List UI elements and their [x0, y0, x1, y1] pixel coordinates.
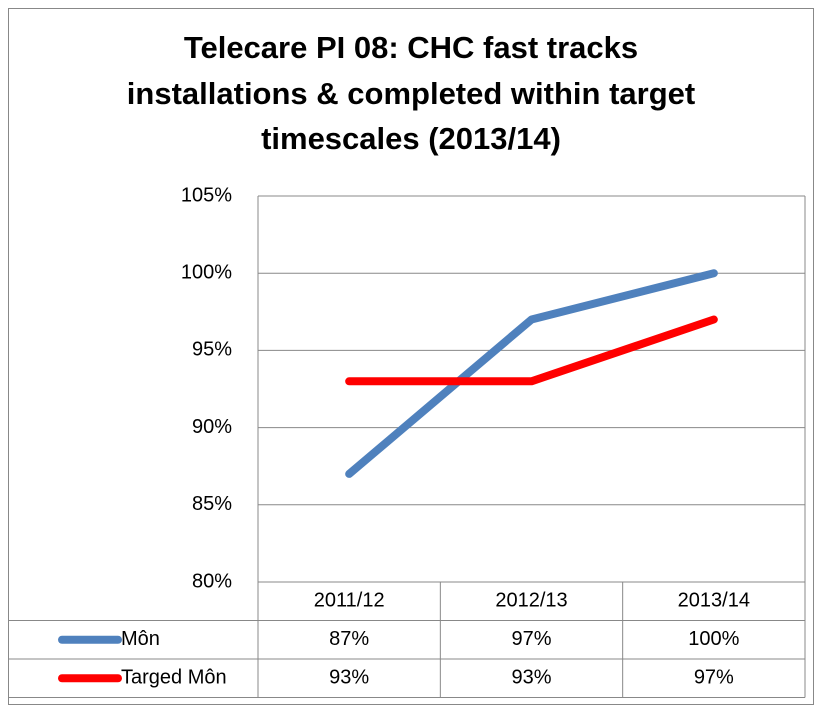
y-tick-label: 85%	[192, 493, 232, 515]
y-tick-label: 80%	[192, 570, 232, 592]
table-cell: 87%	[329, 628, 369, 650]
y-tick-label: 100%	[181, 261, 232, 283]
table-cell: 93%	[329, 667, 369, 689]
table-cell: 100%	[688, 628, 739, 650]
x-tick-label: 2013/14	[678, 590, 750, 612]
chart-title: Telecare PI 08: CHC fast tracks	[184, 30, 638, 65]
y-tick-label: 95%	[192, 339, 232, 361]
chart-title: installations & completed within target	[127, 76, 695, 111]
x-tick-label: 2012/13	[495, 590, 567, 612]
x-tick-label: 2011/12	[314, 590, 385, 612]
table-cell: 97%	[694, 667, 734, 689]
table-cell: 97%	[511, 628, 551, 650]
series-line	[345, 315, 718, 386]
legend-label: Targed Môn	[121, 667, 227, 689]
y-tick-label: 90%	[192, 416, 232, 438]
series-line	[345, 269, 718, 478]
legend-label: Môn	[121, 628, 160, 650]
chart-border	[8, 8, 814, 705]
y-tick-label: 105%	[181, 184, 232, 206]
chart-title: timescales (2013/14)	[261, 121, 561, 156]
table-cell: 93%	[511, 667, 551, 689]
